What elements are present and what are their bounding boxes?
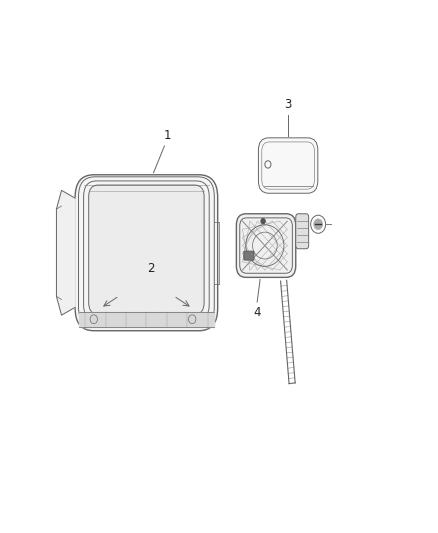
Text: 4: 4 [254, 306, 261, 319]
Polygon shape [78, 312, 214, 327]
FancyBboxPatch shape [244, 251, 254, 260]
FancyBboxPatch shape [88, 185, 204, 314]
FancyBboxPatch shape [75, 175, 218, 330]
FancyBboxPatch shape [296, 214, 309, 249]
Text: 1: 1 [164, 129, 172, 142]
Circle shape [314, 219, 322, 230]
FancyBboxPatch shape [237, 214, 296, 277]
Text: 2: 2 [147, 262, 155, 275]
Circle shape [261, 219, 265, 224]
Text: 3: 3 [284, 98, 292, 111]
Polygon shape [57, 190, 75, 315]
FancyBboxPatch shape [258, 138, 318, 193]
